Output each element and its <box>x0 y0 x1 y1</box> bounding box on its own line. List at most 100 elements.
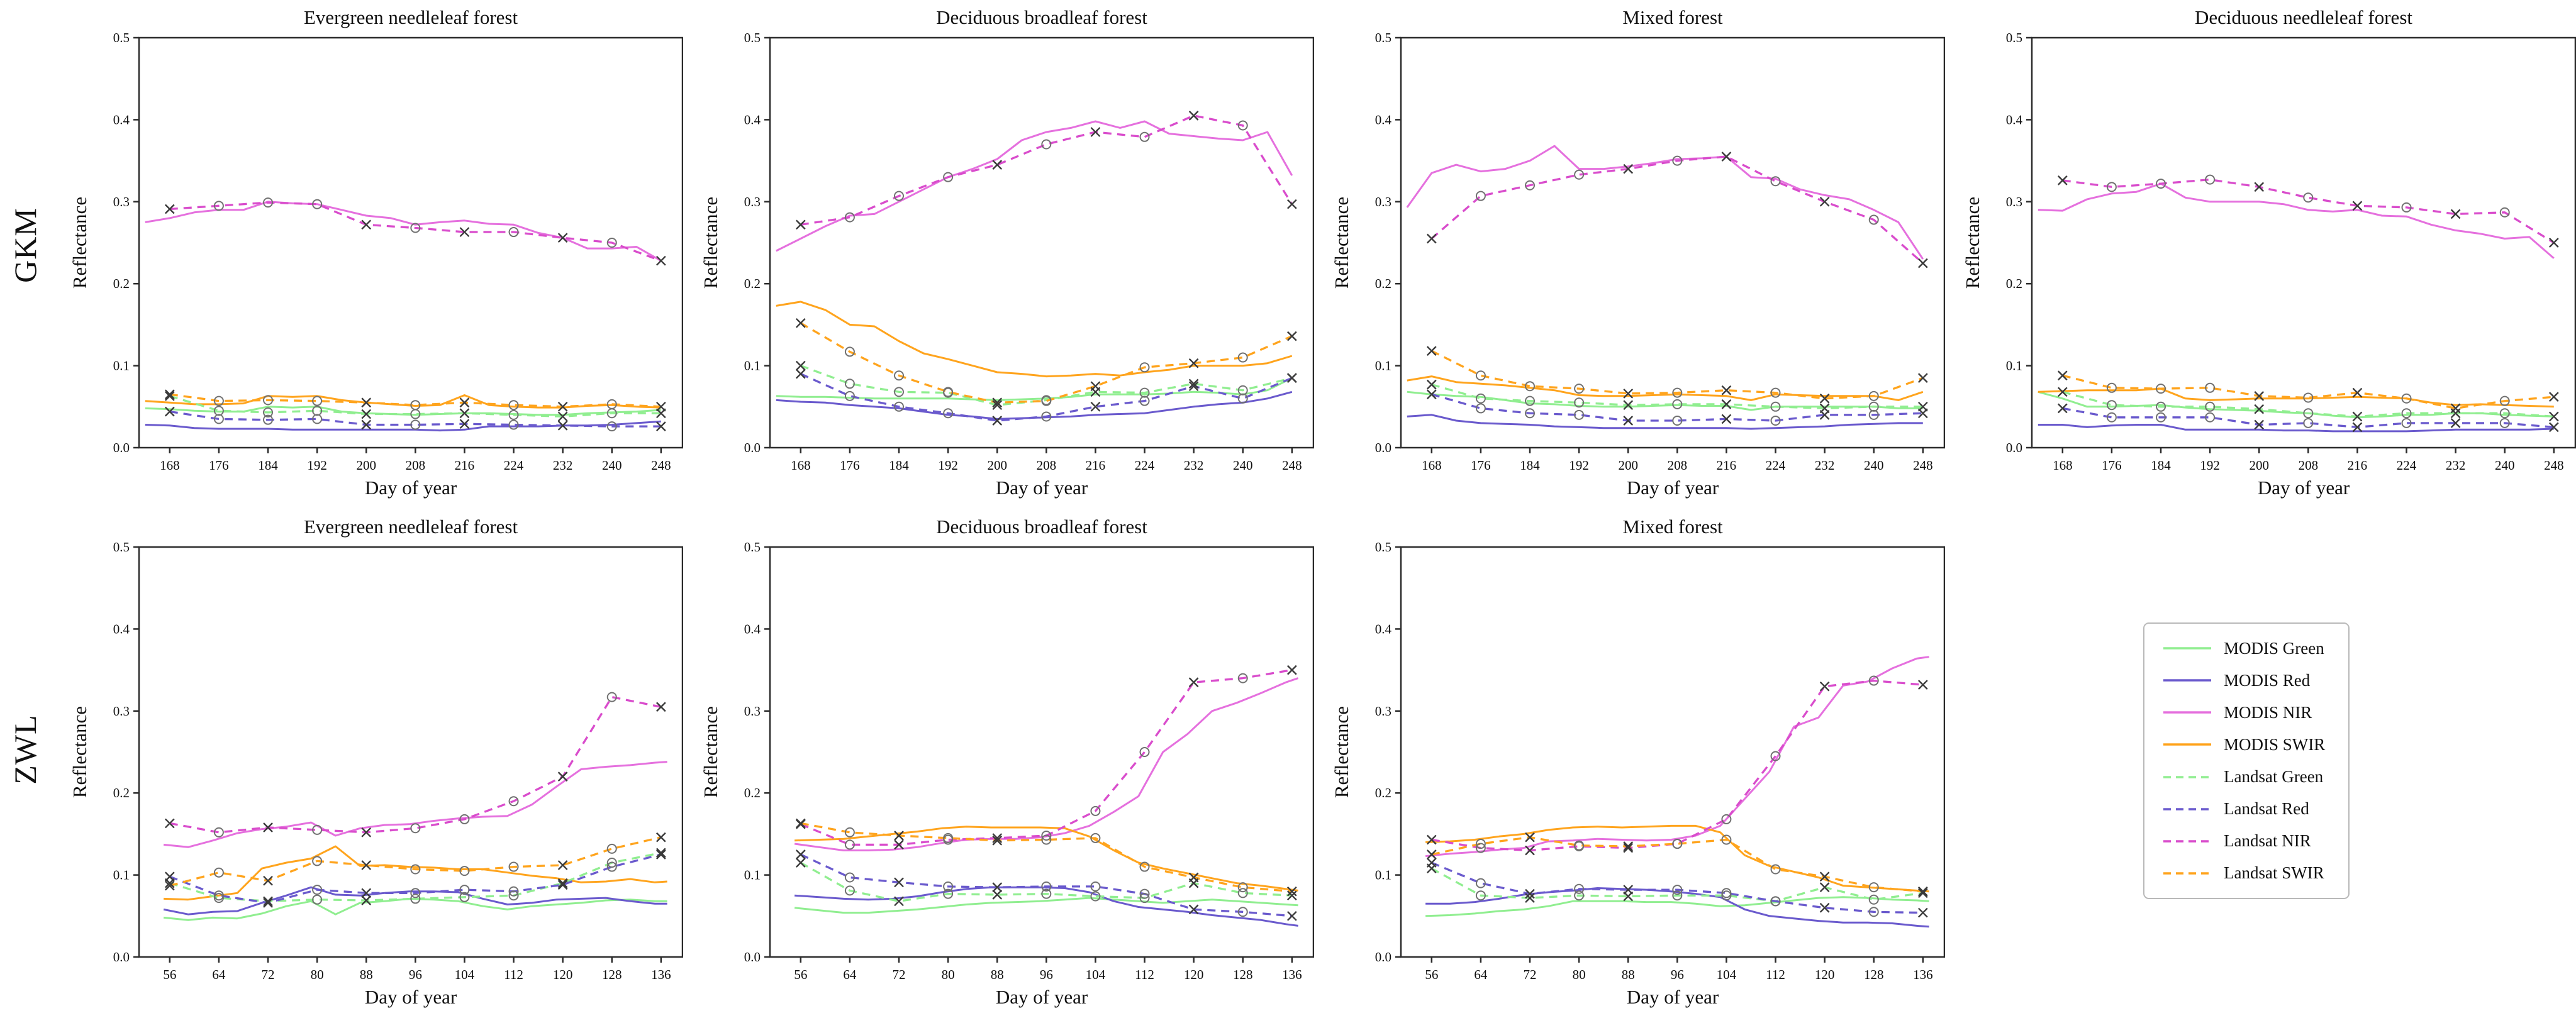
marker-o <box>943 408 954 419</box>
marker-x <box>1721 385 1732 395</box>
marker-x <box>992 160 1003 170</box>
marker-o <box>213 395 224 406</box>
marker-o <box>312 414 323 424</box>
marker-o <box>213 201 224 211</box>
y-axis-label: Reflectance <box>700 706 722 798</box>
marker-o <box>2205 174 2216 185</box>
chart-title: Deciduous broadleaf forest <box>936 516 1147 538</box>
marker-o <box>1041 881 1052 892</box>
marker-x <box>1426 849 1437 860</box>
marker-o <box>844 827 855 838</box>
marker-x <box>992 416 1003 426</box>
marker-o <box>508 400 519 411</box>
marker-x <box>557 771 568 782</box>
marker-x <box>1917 373 1928 384</box>
chart-zwl-evergreen-needleleaf-forest: Evergreen needleleaf forest 56 64 72 80 88 96 1… <box>52 509 683 1023</box>
series-modis-red-line <box>795 886 1298 927</box>
y-axis-label: Reflectance <box>69 706 91 798</box>
marker-o <box>1475 890 1486 901</box>
marker-x <box>1623 843 1634 853</box>
series-modis-green-line <box>1425 896 1929 917</box>
marker-x <box>2352 422 2363 433</box>
marker-x <box>1188 904 1199 915</box>
marker-o <box>1041 411 1052 422</box>
y-tick-label: 0.1 <box>744 358 761 373</box>
marker-x <box>361 409 372 419</box>
marker-o <box>1868 409 1879 420</box>
marker-x <box>655 421 666 431</box>
x-tick-label: 104 <box>1086 967 1106 982</box>
row-label-zwl: ZWL <box>8 714 43 785</box>
marker-x <box>1819 902 1830 913</box>
x-tick-label: 232 <box>2446 458 2466 473</box>
x-tick-label: 240 <box>2495 458 2515 473</box>
marker-x <box>1917 408 1928 419</box>
marker-x <box>164 390 175 401</box>
marker-x <box>2057 370 2068 381</box>
marker-o <box>1574 384 1585 394</box>
axis-frame <box>769 36 1314 449</box>
marker-o <box>1041 831 1052 841</box>
marker-o <box>1139 362 1150 373</box>
x-tick-label: 200 <box>2249 458 2269 473</box>
marker-o <box>1868 894 1879 905</box>
marker-o <box>263 414 274 425</box>
marker-o <box>1672 155 1683 166</box>
marker-o <box>1237 120 1248 131</box>
marker-x <box>1090 127 1101 137</box>
y-tick-label: 0.5 <box>113 30 130 45</box>
x-tick-label: 72 <box>262 967 275 982</box>
marker-x <box>1426 379 1437 390</box>
series-landsat-nir-line <box>800 114 1293 226</box>
x-tick-label: 64 <box>843 967 857 982</box>
marker-o <box>2205 412 2216 423</box>
y-tick-label: 0.3 <box>113 194 130 209</box>
series-modis-nir-line <box>2038 182 2555 259</box>
modis-swir-line-swatch-icon <box>2163 743 2211 746</box>
chart-title: Mixed forest <box>1622 6 1723 28</box>
y-tick-label: 0.5 <box>744 30 761 45</box>
series-modis-nir-line <box>776 120 1293 252</box>
marker-o <box>1770 864 1781 875</box>
y-tick-label: 0.0 <box>2006 440 2022 455</box>
series-landsat-red-line <box>169 853 662 904</box>
marker-o <box>1770 176 1781 187</box>
chart-canvas: Deciduous needleleaf forest 168 176 184 192 2… <box>1961 6 2576 499</box>
marker-o <box>2106 412 2117 423</box>
marker-x <box>164 389 175 400</box>
marker-o <box>1574 169 1585 180</box>
y-tick-label: 0.4 <box>1375 621 1392 636</box>
axis-frame <box>138 36 683 449</box>
axis-frame <box>2031 36 2576 449</box>
chart-title: Mixed forest <box>1622 516 1723 538</box>
series-landsat-nir-line <box>169 201 662 262</box>
series-modis-green-line <box>163 897 667 921</box>
marker-x <box>2548 392 2559 402</box>
marker-x <box>557 420 568 431</box>
series-modis-red-line <box>163 886 667 915</box>
x-tick-label: 240 <box>1864 458 1884 473</box>
marker-x <box>361 827 372 838</box>
landsat-markers-landsat-nir <box>2057 174 2559 248</box>
marker-o <box>1041 888 1052 899</box>
y-axis-label: Reflectance <box>1330 197 1352 289</box>
series-modis-green-line <box>776 377 1293 401</box>
marker-o <box>1475 370 1486 381</box>
modis-red-line-swatch-icon <box>2163 679 2211 682</box>
marker-o <box>1237 907 1248 917</box>
x-tick-label: 208 <box>1668 458 1688 473</box>
marker-o <box>943 387 954 397</box>
series-landsat-swir-line <box>2062 374 2554 410</box>
marker-o <box>213 890 224 901</box>
y-axis-label: Reflectance <box>1330 706 1352 798</box>
marker-o <box>606 399 617 409</box>
series-modis-nir-line <box>163 761 667 848</box>
x-axis-label: Day of year <box>2258 477 2350 499</box>
marker-o <box>943 881 954 892</box>
series-landsat-red-line <box>800 853 1292 917</box>
x-tick-label: 104 <box>455 967 475 982</box>
marker-o <box>1237 882 1248 893</box>
y-tick-label: 0.0 <box>744 440 761 455</box>
marker-x <box>361 895 372 905</box>
y-tick-label: 0.5 <box>2006 30 2022 45</box>
